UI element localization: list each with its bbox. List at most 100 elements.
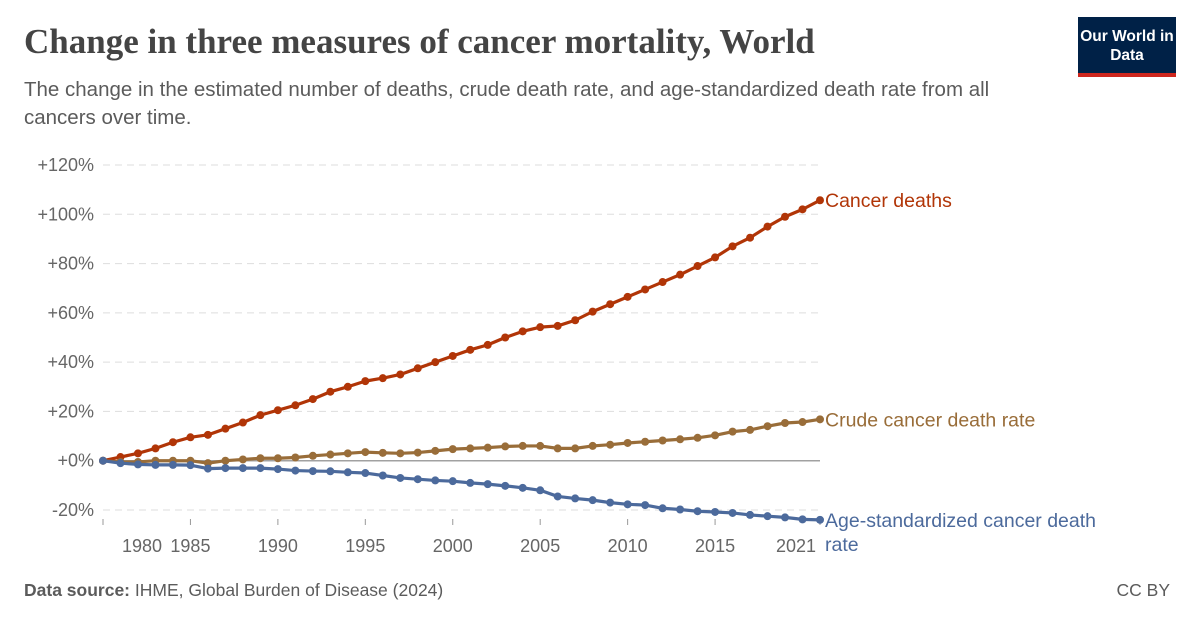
data-point	[396, 449, 405, 458]
data-point	[396, 370, 405, 379]
data-point	[326, 387, 335, 396]
data-point	[396, 473, 405, 482]
data-point	[623, 438, 632, 447]
data-point	[798, 418, 807, 427]
data-point	[343, 382, 352, 391]
data-point	[693, 433, 702, 442]
source-label: Data source:	[24, 580, 131, 600]
data-source: Data source: IHME, Global Burden of Dise…	[24, 580, 443, 601]
data-point	[606, 440, 615, 449]
data-point	[273, 454, 282, 463]
data-point	[186, 433, 195, 442]
data-point	[641, 285, 650, 294]
data-point	[343, 449, 352, 458]
data-point	[553, 321, 562, 330]
data-point	[291, 466, 300, 475]
x-tick-label: 2005	[520, 536, 560, 556]
license-link[interactable]: CC BY	[1116, 580, 1170, 600]
series-label-2: Age-standardized cancer death rate	[825, 510, 1096, 556]
data-point	[466, 478, 475, 487]
data-point	[326, 450, 335, 459]
data-point	[203, 464, 212, 473]
data-point	[378, 374, 387, 383]
data-point	[693, 507, 702, 516]
data-point	[711, 431, 720, 440]
data-point	[256, 454, 265, 463]
y-tick-label: +40%	[47, 352, 94, 372]
data-point	[816, 196, 824, 205]
data-point	[483, 480, 492, 489]
data-point	[781, 212, 790, 221]
data-point	[151, 444, 160, 453]
data-point	[658, 278, 667, 287]
data-point	[676, 435, 685, 444]
data-point	[746, 233, 755, 242]
data-point	[273, 406, 282, 415]
data-point	[308, 467, 317, 476]
data-point	[798, 205, 807, 214]
data-point	[571, 316, 580, 325]
data-point	[221, 424, 230, 433]
data-point	[746, 425, 755, 434]
data-point	[326, 467, 335, 476]
x-tick-label: 2015	[695, 536, 735, 556]
data-point	[273, 465, 282, 474]
data-point	[676, 505, 685, 514]
data-point	[781, 513, 790, 522]
y-tick-label: +60%	[47, 303, 94, 323]
data-point	[361, 469, 370, 478]
data-point	[816, 515, 824, 524]
chart-title: Change in three measures of cancer morta…	[24, 22, 815, 61]
data-point	[413, 448, 422, 457]
data-point	[588, 441, 597, 450]
data-point	[238, 418, 247, 427]
data-point	[518, 327, 527, 336]
y-tick-label: -20%	[52, 500, 94, 520]
data-point	[291, 453, 300, 462]
y-tick-label: +120%	[37, 155, 94, 175]
data-point	[256, 464, 265, 473]
data-point	[431, 476, 440, 485]
data-point	[431, 446, 440, 455]
data-point	[483, 340, 492, 349]
series-label-0: Cancer deaths	[825, 190, 952, 212]
data-point	[256, 411, 265, 420]
data-point	[746, 510, 755, 519]
data-point	[606, 498, 615, 507]
y-tick-label: +20%	[47, 401, 94, 421]
data-point	[466, 444, 475, 453]
data-point	[343, 468, 352, 477]
data-point	[571, 494, 580, 503]
series-line-0	[102, 198, 821, 463]
data-point	[518, 441, 527, 450]
data-point	[588, 307, 597, 316]
data-point	[798, 515, 807, 524]
data-point	[728, 242, 737, 251]
data-point	[658, 504, 667, 513]
owid-logo[interactable]: Our World in Data	[1078, 17, 1176, 77]
data-point	[203, 430, 212, 439]
data-point	[238, 464, 247, 473]
data-point	[501, 481, 510, 490]
data-point	[536, 323, 545, 332]
data-point	[238, 455, 247, 464]
data-point	[413, 364, 422, 373]
data-point	[378, 471, 387, 480]
data-point	[448, 477, 457, 486]
data-point	[606, 300, 615, 309]
data-point	[763, 512, 772, 521]
data-point	[221, 456, 230, 465]
data-point	[413, 475, 422, 484]
data-point	[168, 460, 177, 469]
data-point	[361, 377, 370, 386]
x-tick-label: 2010	[608, 536, 648, 556]
data-point	[168, 438, 177, 447]
data-point	[728, 427, 737, 436]
data-point	[763, 422, 772, 431]
data-point	[623, 500, 632, 509]
data-point	[536, 486, 545, 495]
data-point	[483, 443, 492, 452]
data-point	[518, 483, 527, 492]
series-line-1	[102, 417, 821, 465]
data-point	[763, 222, 772, 231]
